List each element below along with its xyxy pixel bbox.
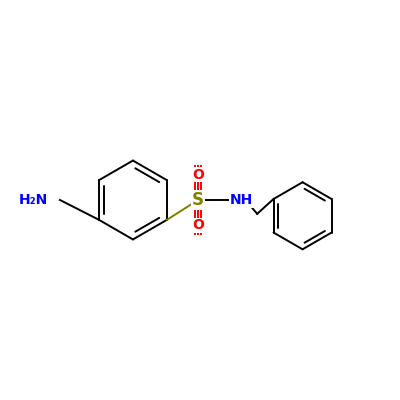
Text: O: O	[192, 218, 204, 232]
Text: O: O	[192, 168, 204, 182]
Text: S: S	[192, 191, 204, 209]
Text: H₂N: H₂N	[19, 193, 48, 207]
Text: NH: NH	[230, 193, 253, 207]
